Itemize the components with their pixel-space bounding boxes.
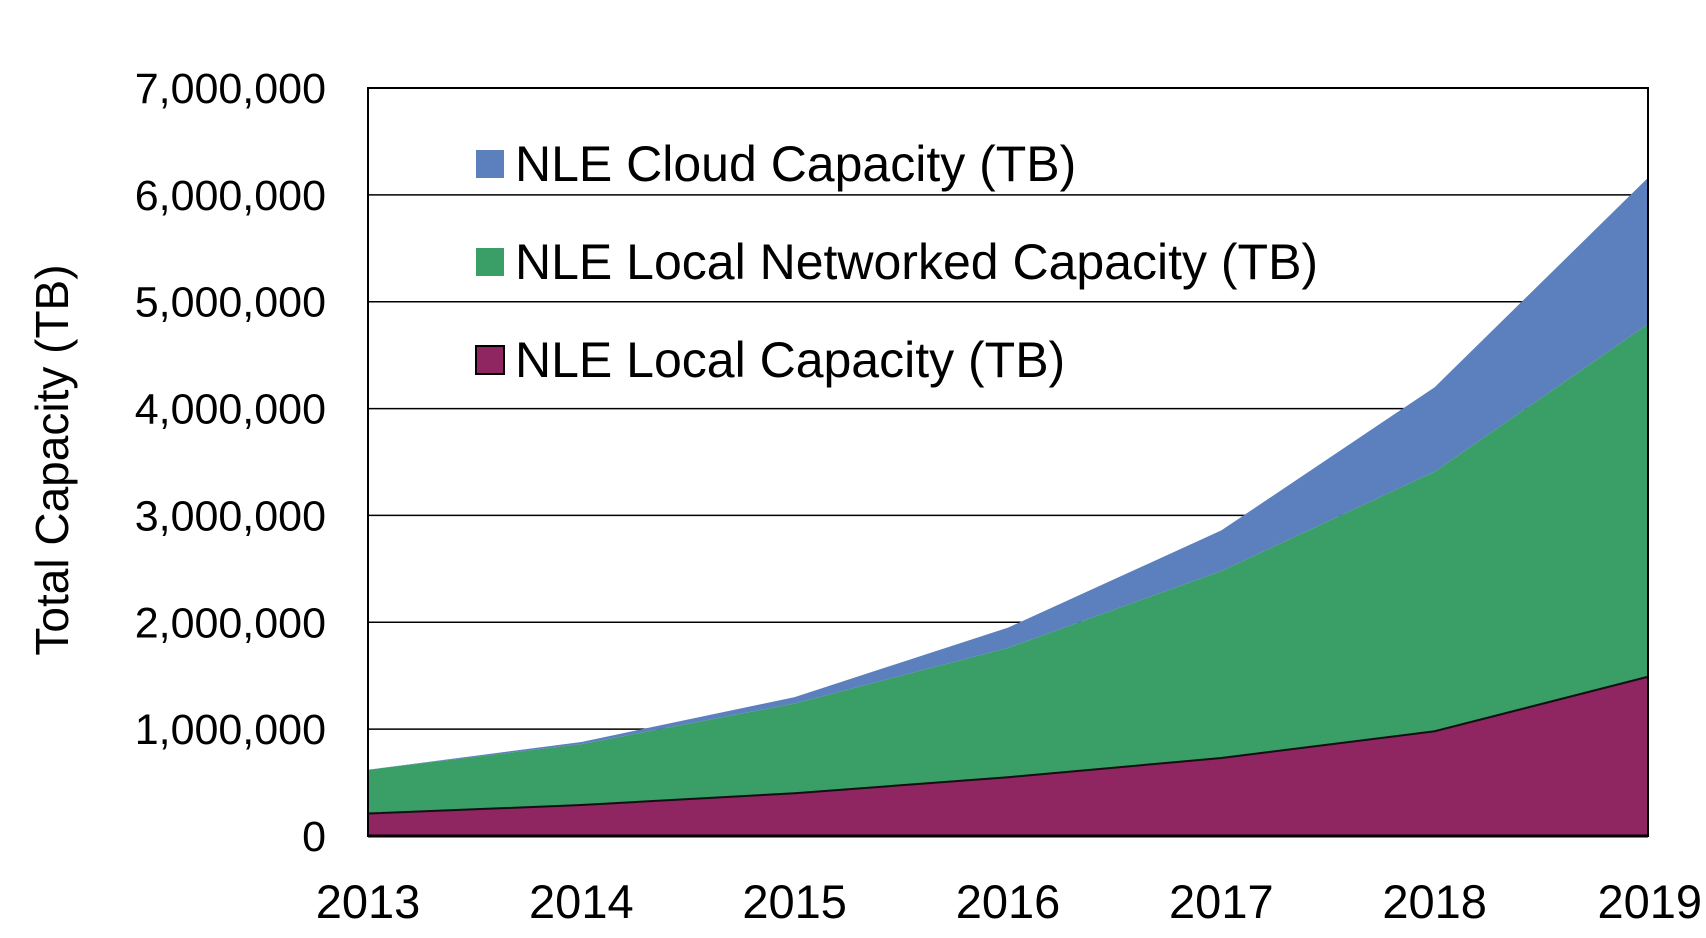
y-axis-ticks: 0 1,000,000 2,000,000 3,000,000 4,000,000 5,0… <box>135 65 326 861</box>
x-tick-label: 2016 <box>956 875 1061 928</box>
legend-label: NLE Local Networked Capacity (TB) <box>515 234 1318 290</box>
legend-swatch <box>475 345 505 375</box>
plot-frame <box>367 87 1649 838</box>
legend-label: NLE Cloud Capacity (TB) <box>515 136 1076 192</box>
local-capacity-outline <box>367 675 1649 815</box>
y-tick-label: 6,000,000 <box>135 172 326 220</box>
y-tick-label: 7,000,000 <box>135 65 326 113</box>
x-axis-ticks: 2013 2014 2015 2016 2017 2018 2019 <box>316 875 1702 928</box>
stacked-areas <box>367 177 1649 836</box>
y-axis-label: Total Capacity (TB) <box>26 264 78 655</box>
y-tick-label: 1,000,000 <box>135 706 326 754</box>
x-tick-label: 2015 <box>742 875 847 928</box>
area-nle-cloud-capacity <box>368 177 1648 770</box>
x-tick-label: 2017 <box>1169 875 1274 928</box>
area-nle-local-capacity <box>368 676 1648 836</box>
legend-swatch <box>476 150 504 178</box>
x-tick-label: 2014 <box>529 875 634 928</box>
y-tick-label: 4,000,000 <box>135 386 326 434</box>
legend-label: NLE Local Capacity (TB) <box>515 332 1065 388</box>
legend-swatch <box>476 248 504 276</box>
area-nle-local-networked-capacity <box>368 324 1648 814</box>
y-tick-label: 2,000,000 <box>135 599 326 647</box>
x-tick-label: 2018 <box>1382 875 1487 928</box>
x-tick-label: 2019 <box>1597 875 1702 928</box>
x-tick-label: 2013 <box>316 875 421 928</box>
y-tick-label: 0 <box>302 813 326 861</box>
y-tick-label: 3,000,000 <box>135 492 326 540</box>
legend: NLE Cloud Capacity (TB) NLE Local Network… <box>475 136 1318 388</box>
y-tick-label: 5,000,000 <box>135 279 326 327</box>
